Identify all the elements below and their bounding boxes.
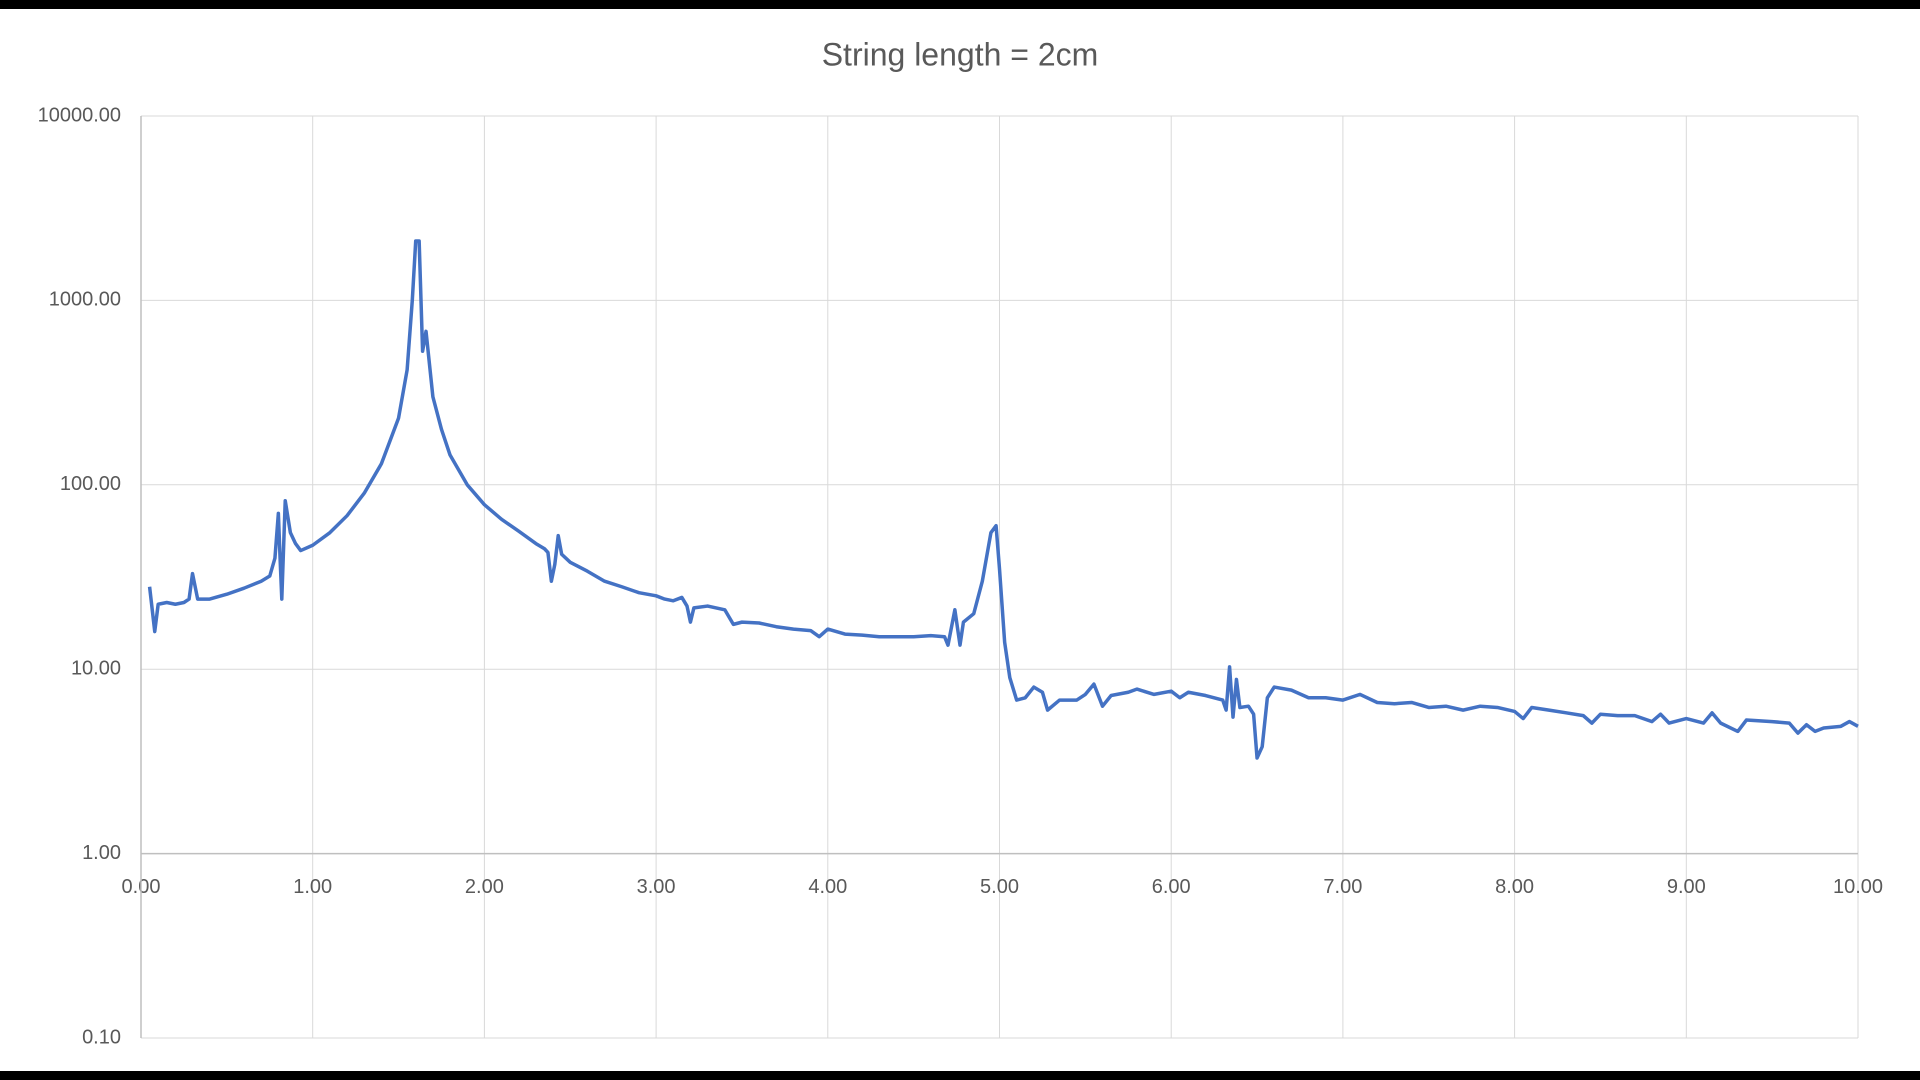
x-tick-label: 3.00 <box>637 876 676 898</box>
x-tick-label: 4.00 <box>808 876 847 898</box>
x-tick-label: 1.00 <box>293 876 332 898</box>
y-tick-label: 100.00 <box>60 473 121 495</box>
x-tick-label: 2.00 <box>465 876 504 898</box>
y-tick-label: 10.00 <box>71 657 121 679</box>
chart-title: String length = 2cm <box>822 36 1099 72</box>
y-tick-label: 1000.00 <box>49 289 121 311</box>
y-tick-label: 0.10 <box>82 1026 121 1048</box>
y-tick-label: 1.00 <box>82 842 121 864</box>
x-tick-label: 6.00 <box>1152 876 1191 898</box>
x-tick-label: 7.00 <box>1323 876 1362 898</box>
x-tick-label: 10.00 <box>1833 876 1883 898</box>
x-tick-label: 9.00 <box>1667 876 1706 898</box>
x-tick-label: 8.00 <box>1495 876 1534 898</box>
y-tick-label: 10000.00 <box>38 104 121 126</box>
chart-background <box>0 9 1920 1071</box>
x-tick-label: 5.00 <box>980 876 1019 898</box>
data-line <box>147 239 1859 760</box>
